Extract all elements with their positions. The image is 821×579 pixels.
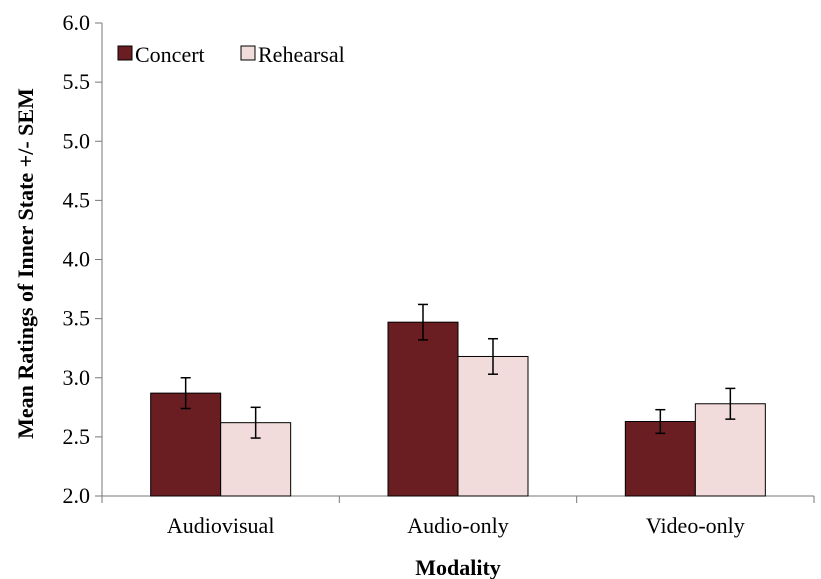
bar-concert-audiovisual <box>150 392 222 497</box>
bar-rehearsal-audio-only <box>457 355 529 497</box>
x-axis: Audiovisual Audio-only Video-only <box>101 495 815 538</box>
y-tick-label: 6.0 <box>63 10 91 35</box>
x-axis-title: Modality <box>415 555 501 579</box>
x-category-label: Audiovisual <box>167 513 275 538</box>
x-category-label: Audio-only <box>407 513 508 538</box>
y-tick-label: 2.5 <box>63 424 91 449</box>
y-axis-title: Mean Ratings of Inner State +/- SEM <box>13 88 38 439</box>
y-tick-label: 4.5 <box>63 187 91 212</box>
legend-swatch-concert <box>117 45 133 61</box>
legend-label-concert: Concert <box>135 42 205 67</box>
legend-label-rehearsal: Rehearsal <box>258 42 345 67</box>
legend: Concert Rehearsal <box>117 42 345 67</box>
y-tick-label: 5.5 <box>63 69 91 94</box>
y-tick-label: 3.5 <box>63 306 91 331</box>
y-tick-label: 5.0 <box>63 128 91 153</box>
legend-swatch-rehearsal <box>240 45 256 61</box>
y-tick-label: 2.0 <box>63 483 91 508</box>
error-bars <box>180 303 736 439</box>
y-tick-label: 4.0 <box>63 247 91 272</box>
x-category-label: Video-only <box>646 513 745 538</box>
y-axis: 2.0 2.5 3.0 3.5 4.0 4.5 5.0 5.5 6.0 <box>63 10 103 508</box>
bars <box>150 321 766 497</box>
bar-concert-audio-only <box>387 321 459 497</box>
y-tick-label: 3.0 <box>63 365 91 390</box>
